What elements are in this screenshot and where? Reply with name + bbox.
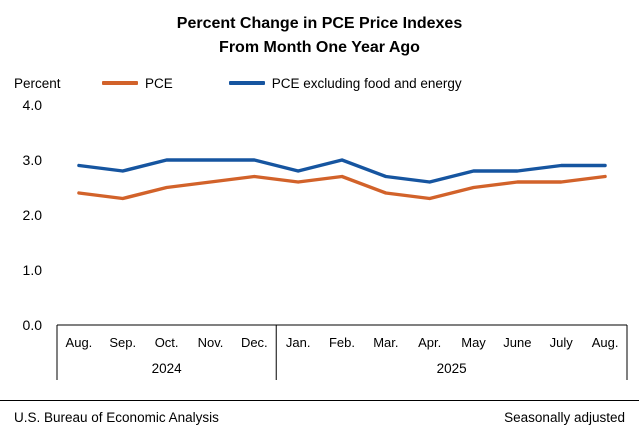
y-tick-label: 1.0	[23, 262, 43, 278]
x-tick-label: June	[503, 335, 531, 350]
y-tick-label: 4.0	[23, 97, 43, 113]
year-group-label: 2025	[437, 361, 467, 376]
x-tick-label: Feb.	[329, 335, 355, 350]
y-tick-label: 2.0	[23, 207, 43, 223]
pce-line-series	[77, 174, 607, 201]
x-tick-label: Aug.	[66, 335, 93, 350]
adjustment-note: Seasonally adjusted	[504, 410, 625, 425]
x-tick-label: Mar.	[373, 335, 398, 350]
x-tick-label: May	[461, 335, 486, 350]
line-chart-plot-area: 0.0 1.0 2.0 3.0 4.0 Aug. Sep. Oct. Nov. Dec. Jan. F…	[23, 97, 628, 380]
y-tick-label: 3.0	[23, 152, 43, 168]
chart-title-line2: From Month One Year Ago	[219, 39, 420, 56]
x-tick-label: Oct.	[155, 335, 179, 350]
y-tick-label: 0.0	[23, 317, 43, 333]
y-axis-unit-label: Percent	[14, 75, 61, 91]
pce-line-swatch	[102, 81, 138, 85]
year-group-label: 2024	[152, 361, 183, 376]
chart-footer: U.S. Bureau of Economic Analysis Seasona…	[0, 400, 639, 440]
source-attribution: U.S. Bureau of Economic Analysis	[14, 410, 219, 425]
x-tick-label: Dec.	[241, 335, 268, 350]
legend: Percent PCE PCE excluding food and energ…	[0, 73, 639, 93]
core-pce-line-swatch	[228, 81, 265, 85]
x-tick-label: Aug.	[592, 335, 619, 350]
x-tick-label: Apr.	[418, 335, 441, 350]
x-tick-label: Nov.	[198, 335, 224, 350]
x-tick-label: Sep.	[109, 335, 136, 350]
legend-item-core-pce: PCE excluding food and energy	[228, 75, 462, 91]
chart-title: Percent Change in PCE Price Indexes From…	[0, 0, 639, 60]
legend-label-core-pce: PCE excluding food and energy	[271, 75, 462, 91]
legend-label-pce: PCE	[145, 75, 173, 91]
core-pce-line-series	[77, 158, 607, 184]
legend-item-pce: PCE	[102, 76, 173, 91]
x-tick-label: Jan.	[286, 335, 311, 350]
x-tick-label: July	[550, 335, 574, 350]
chart-title-line1: Percent Change in PCE Price Indexes	[176, 15, 463, 32]
